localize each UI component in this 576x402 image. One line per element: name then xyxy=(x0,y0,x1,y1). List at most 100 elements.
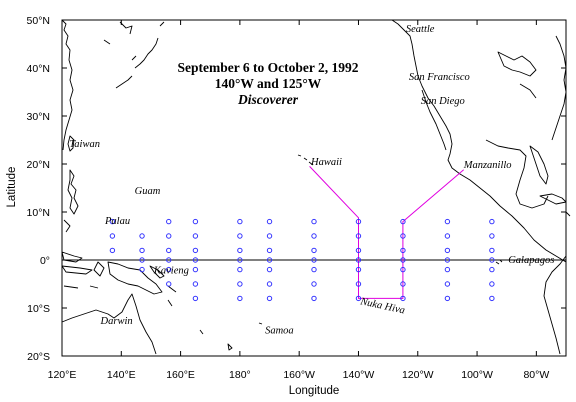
y-tick-label: 0° xyxy=(40,255,50,267)
x-tick-label: 100°W xyxy=(461,369,493,381)
coast-baja xyxy=(421,89,447,151)
x-tick-label: 80°W xyxy=(523,369,549,381)
y-tick-label: 20°S xyxy=(27,351,50,363)
x-tick-label: 120°W xyxy=(402,369,434,381)
station-marker xyxy=(266,295,273,302)
place-label-nuka-hiva: Nuka Hiva xyxy=(358,296,405,316)
place-label-darwin: Darwin xyxy=(100,316,133,327)
coast-south-america xyxy=(543,255,567,355)
place-label-galapagos: Galapagos xyxy=(508,255,554,266)
place-label-samoa: Samoa xyxy=(265,325,294,336)
station-marker xyxy=(489,218,495,225)
station-marker xyxy=(139,247,145,254)
coast-taiwan xyxy=(67,135,75,152)
coast-gulf-mexico xyxy=(485,139,549,209)
station-marker xyxy=(237,247,243,254)
station-marker xyxy=(444,247,451,254)
title-longitudes: 140°W and 125°W xyxy=(215,76,322,91)
coast-hawaii xyxy=(297,154,314,166)
y-tick-label: 10°S xyxy=(27,303,50,315)
station-marker xyxy=(166,218,172,225)
coast-east-asia xyxy=(61,19,74,151)
place-label-manzanillo: Manzanillo xyxy=(463,160,512,171)
station-marker xyxy=(166,257,172,263)
coast-new-ireland xyxy=(149,265,177,307)
place-label-san-diego: San Diego xyxy=(421,96,465,107)
station-marker xyxy=(400,295,406,302)
coast-japan xyxy=(115,37,159,89)
place-label-hawaii: Hawaii xyxy=(310,157,342,168)
station-marker xyxy=(139,257,145,263)
station-marker xyxy=(489,233,495,239)
station-marker xyxy=(266,247,273,254)
station-marker xyxy=(109,233,116,239)
map-title: September 6 to October 2, 1992 140°W and… xyxy=(178,60,359,107)
coast-north-america xyxy=(391,19,567,263)
place-label-guam: Guam xyxy=(135,186,161,197)
station-marker xyxy=(311,266,317,273)
station-marker xyxy=(400,257,406,263)
station-marker xyxy=(400,247,406,254)
station-marker xyxy=(192,257,199,263)
coast-kamchatka xyxy=(103,21,165,45)
cruise-track-line xyxy=(309,166,465,299)
station-marker xyxy=(400,266,406,273)
station-marker xyxy=(139,266,145,273)
station-marker xyxy=(192,247,199,254)
station-marker xyxy=(311,295,317,302)
station-marker xyxy=(266,281,273,287)
x-tick-label: 120°E xyxy=(48,369,77,381)
station-marker xyxy=(109,247,116,254)
station-marker xyxy=(192,218,199,225)
place-label-seattle: Seattle xyxy=(406,24,435,35)
station-marker xyxy=(355,266,362,273)
station-marker xyxy=(489,281,495,287)
place-label-palau: Palau xyxy=(104,216,130,227)
coast-indonesia xyxy=(61,251,105,289)
station-marker xyxy=(355,247,362,254)
station-marker xyxy=(489,257,495,263)
station-marker xyxy=(444,266,451,273)
cruise-track xyxy=(309,166,465,299)
coast-samoa xyxy=(199,322,263,351)
station-marker xyxy=(192,266,199,273)
station-marker xyxy=(192,295,199,302)
y-axis-title: Latitude xyxy=(6,167,18,208)
y-tick-label: 30°N xyxy=(27,111,50,123)
station-marker xyxy=(237,266,243,273)
station-marker xyxy=(266,233,273,239)
station-marker xyxy=(400,218,406,225)
title-dates: September 6 to October 2, 1992 xyxy=(178,60,359,75)
y-tick-label: 50°N xyxy=(27,15,50,27)
station-marker xyxy=(355,295,362,302)
station-marker xyxy=(355,233,362,239)
station-marker xyxy=(311,281,317,287)
station-marker xyxy=(192,281,199,287)
y-tick-label: 20°N xyxy=(27,159,50,171)
x-tick-label: 140°W xyxy=(343,369,375,381)
station-marker xyxy=(237,295,243,302)
coast-philippines xyxy=(63,169,79,233)
x-tick-label: 180° xyxy=(229,369,251,381)
station-marker xyxy=(400,233,406,239)
station-marker xyxy=(311,247,317,254)
station-marker xyxy=(166,266,172,273)
place-label-san-francisco: San Francisco xyxy=(409,72,470,83)
station-marker xyxy=(444,218,451,225)
x-tick-label: 140°E xyxy=(107,369,136,381)
station-marker xyxy=(444,281,451,287)
y-tick-label: 10°N xyxy=(27,207,50,219)
x-tick-label: 160°E xyxy=(166,369,195,381)
coastlines xyxy=(61,19,571,355)
place-labels: Seattle San Francisco San Diego Taiwan Hawai… xyxy=(69,24,554,336)
station-marker xyxy=(311,233,317,239)
station-marker xyxy=(237,233,243,239)
coast-florida xyxy=(529,145,549,185)
coast-east-us xyxy=(551,35,567,141)
station-marker xyxy=(355,257,362,263)
station-marker xyxy=(109,218,116,225)
station-marker xyxy=(489,295,495,302)
station-marker xyxy=(237,281,243,287)
station-marker xyxy=(166,233,172,239)
map-border xyxy=(61,19,567,357)
